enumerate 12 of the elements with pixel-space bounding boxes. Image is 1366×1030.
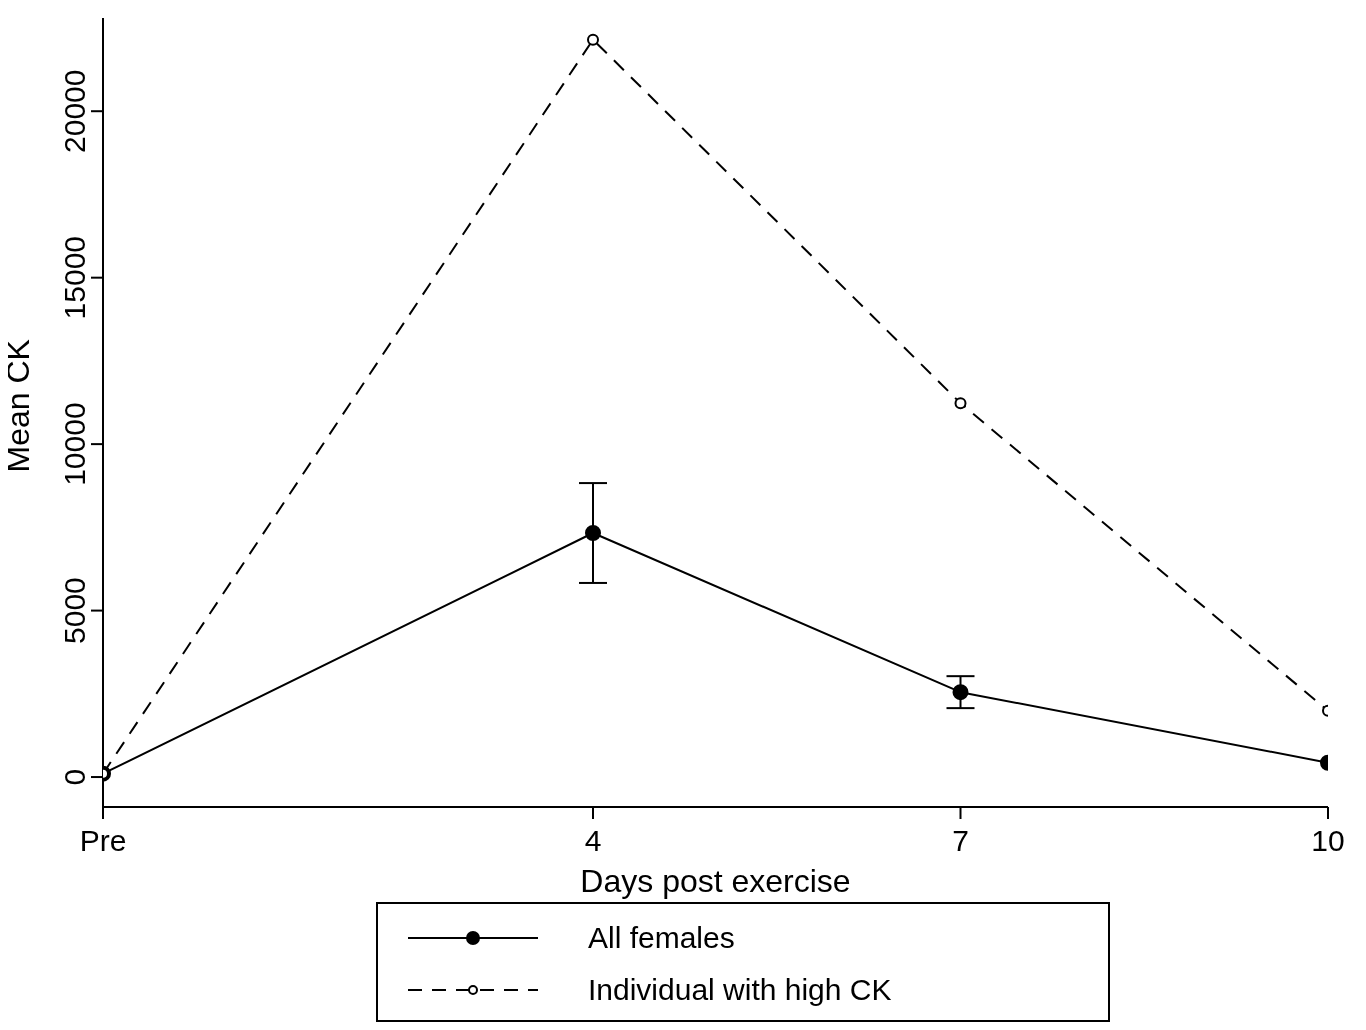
y-tick-label: 0 [58, 768, 91, 786]
x-tick-label: 4 [584, 824, 602, 857]
y-tick-label: 20000 [58, 69, 91, 153]
x-axis-title: Days post exercise [580, 863, 851, 899]
x-tick-label: Pre [79, 824, 127, 857]
y-tick-label: 15000 [58, 235, 91, 320]
y-tick-label: 10000 [58, 402, 91, 486]
x-tick-label: 10 [1311, 824, 1345, 857]
x-tick-label: 7 [952, 824, 969, 857]
legend-label: All females [588, 921, 735, 955]
legend-label: Individual with high CK [588, 973, 892, 1007]
y-tick-label: 5000 [58, 577, 91, 644]
